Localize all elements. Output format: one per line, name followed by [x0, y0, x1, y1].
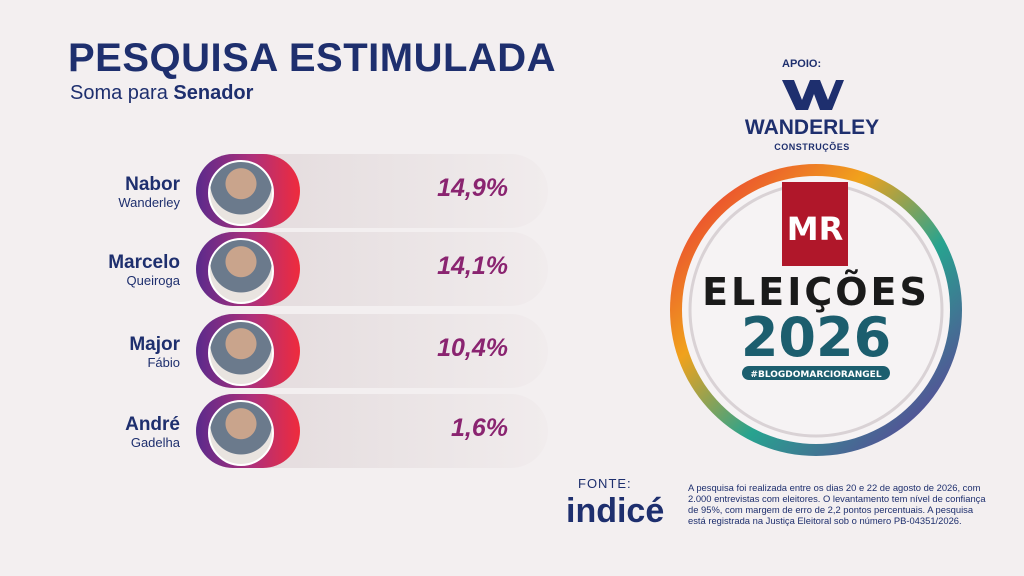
result: 10,4%	[437, 334, 508, 362]
photo	[208, 400, 274, 466]
methodology-note: A pesquisa foi realizada entre os dias 2…	[688, 482, 986, 526]
result: 14,9%	[437, 174, 508, 202]
sponsor-label: APOIO:	[782, 58, 822, 70]
logo-title: ELEIÇÕES	[702, 270, 930, 314]
last-name: Gadelha	[130, 435, 180, 450]
subtitle: Soma para Senador	[70, 82, 253, 105]
candidate-row: Nabor Wanderley 14,9%	[0, 154, 560, 228]
source-label: FONTE:	[578, 476, 632, 491]
subtitle-bold: Senador	[173, 82, 254, 104]
candidate-row: Marcelo Queiroga 14,1%	[0, 232, 560, 306]
title: PESQUISA ESTIMULADA	[68, 36, 557, 80]
result: 14,1%	[437, 252, 508, 280]
mr-badge	[782, 182, 848, 266]
last-name: Wanderley	[118, 195, 180, 210]
photo	[208, 320, 274, 386]
subtitle-prefix: Soma para	[70, 82, 168, 104]
candidate-row: Major Fábio 10,4%	[0, 314, 560, 388]
photo	[208, 160, 274, 226]
first-name: Marcelo	[108, 252, 180, 273]
hashtag-bg	[742, 366, 890, 380]
last-name: Fábio	[147, 355, 180, 370]
sponsor-name: WANDERLEY	[744, 116, 880, 139]
result: 1,6%	[451, 414, 508, 442]
logo-year: 2026	[741, 306, 891, 369]
first-name: Major	[129, 334, 180, 355]
first-name: Nabor	[125, 174, 180, 195]
candidate-row: André Gadelha 1,6%	[0, 394, 560, 468]
event-logo: MR ELEIÇÕES 2026 #BLOGDOMARCIORANGEL	[670, 164, 962, 456]
sponsor-icon	[782, 80, 844, 110]
photo	[208, 238, 274, 304]
mr-mark: MR	[787, 210, 843, 248]
last-name: Queiroga	[126, 273, 180, 288]
hashtag: #BLOGDOMARCIORANGEL	[750, 370, 881, 380]
first-name: André	[125, 414, 180, 435]
sponsor-w	[782, 80, 844, 110]
sponsor-sub: CONSTRUÇÕES	[774, 142, 850, 152]
source-name: indicé	[566, 492, 665, 530]
